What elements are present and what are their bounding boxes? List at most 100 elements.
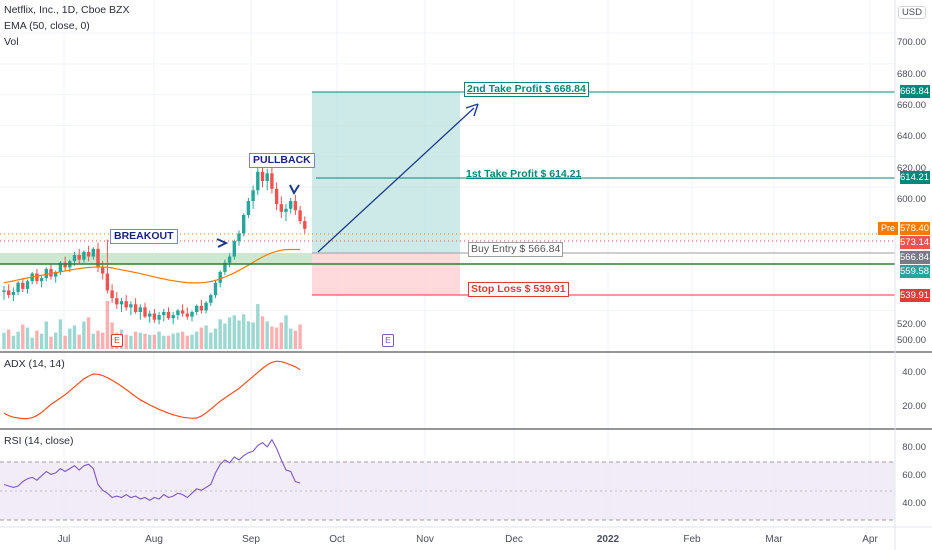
candle[interactable]: [209, 293, 213, 306]
candle[interactable]: [293, 194, 298, 215]
candle[interactable]: [58, 261, 63, 276]
candle[interactable]: [152, 308, 157, 323]
time-label: Dec: [505, 534, 523, 545]
adx-legend[interactable]: ADX (14, 14): [4, 358, 65, 370]
candle[interactable]: [176, 308, 180, 320]
candle[interactable]: [185, 307, 189, 320]
candle[interactable]: [2, 285, 6, 300]
candle[interactable]: [303, 216, 307, 234]
stop-price-tag[interactable]: 539.91: [900, 289, 930, 302]
vol-legend[interactable]: Vol: [4, 36, 19, 48]
candle[interactable]: [148, 310, 152, 323]
ema-legend[interactable]: EMA (50, close, 0): [4, 20, 90, 32]
candle[interactable]: [138, 304, 142, 320]
time-label: Aug: [145, 534, 163, 545]
candle[interactable]: [232, 239, 236, 260]
candle[interactable]: [298, 205, 302, 225]
candle-body: [293, 201, 298, 211]
tp1-price-tag[interactable]: 614.21: [900, 171, 930, 184]
candle[interactable]: [284, 204, 288, 222]
candle[interactable]: [204, 301, 208, 314]
pre-market-label[interactable]: Pre: [877, 222, 898, 235]
entry-price-tag[interactable]: 566.84: [900, 251, 930, 264]
loss-zone[interactable]: [312, 253, 460, 295]
stop-label[interactable]: Stop Loss $ 539.91: [468, 282, 569, 297]
candle[interactable]: [289, 197, 293, 214]
candle-body: [86, 251, 91, 257]
pre-market-price-tag[interactable]: 578.40: [900, 222, 930, 235]
candle[interactable]: [180, 304, 185, 317]
candle[interactable]: [30, 271, 34, 285]
candle[interactable]: [49, 264, 53, 280]
last-price-tag[interactable]: 573.14: [900, 236, 930, 249]
candle[interactable]: [256, 165, 260, 195]
candle[interactable]: [171, 312, 175, 325]
candle[interactable]: [279, 196, 283, 219]
candle[interactable]: [265, 168, 269, 191]
candle[interactable]: [213, 279, 218, 299]
currency-label[interactable]: USD: [897, 6, 926, 19]
candle[interactable]: [119, 298, 124, 313]
candle[interactable]: [77, 248, 81, 265]
candle[interactable]: [129, 301, 133, 316]
candle-body: [204, 302, 208, 311]
candle[interactable]: [25, 279, 30, 294]
candle[interactable]: [190, 310, 194, 322]
rsi-line[interactable]: [3, 438, 301, 502]
candle[interactable]: [246, 197, 251, 219]
candle[interactable]: [274, 182, 279, 211]
ema-price-tag[interactable]: 559.58: [900, 265, 930, 278]
symbol-legend[interactable]: Netflix, Inc., 1D, Cboe BZX: [4, 4, 130, 16]
candle[interactable]: [251, 185, 255, 209]
candle-body: [7, 290, 11, 296]
trend-arrow[interactable]: [317, 107, 475, 253]
candle-body: [303, 221, 307, 229]
candle[interactable]: [124, 295, 128, 311]
earnings-badge-upcoming[interactable]: E: [382, 334, 394, 347]
candle[interactable]: [227, 253, 232, 268]
candle[interactable]: [91, 247, 95, 260]
adx-line[interactable]: [3, 360, 301, 420]
volume-bar: [30, 337, 34, 349]
candle[interactable]: [82, 250, 86, 263]
candle[interactable]: [242, 213, 246, 237]
candle[interactable]: [143, 302, 147, 319]
candle-body: [289, 201, 293, 209]
volume-bar: [289, 328, 293, 349]
candle[interactable]: [21, 278, 25, 292]
candle[interactable]: [157, 312, 161, 325]
tp2-label[interactable]: 2nd Take Profit $ 668.84: [464, 82, 589, 97]
tp1-label[interactable]: 1st Take Profit $ 614.21: [466, 168, 582, 180]
candle[interactable]: [133, 298, 138, 314]
rsi-legend[interactable]: RSI (14, close): [4, 435, 74, 447]
candle[interactable]: [162, 308, 166, 322]
profit-zone[interactable]: [312, 92, 460, 253]
tp2-price-tag[interactable]: 668.84: [900, 85, 930, 98]
adx-tick: 20.00: [902, 401, 926, 412]
candle[interactable]: [11, 287, 16, 302]
candle[interactable]: [195, 304, 199, 316]
candle[interactable]: [115, 291, 119, 309]
candle[interactable]: [16, 281, 20, 296]
candle[interactable]: [7, 284, 11, 299]
candle[interactable]: [110, 284, 114, 303]
breakout-label[interactable]: BREAKOUT: [110, 229, 178, 244]
candle[interactable]: [86, 245, 91, 262]
candle[interactable]: [237, 230, 241, 246]
earnings-badge-past[interactable]: E: [111, 334, 123, 347]
candle[interactable]: [105, 239, 110, 294]
candle[interactable]: [199, 299, 204, 314]
volume-bar: [227, 317, 232, 349]
volume-bar: [246, 321, 251, 349]
pullback-label[interactable]: PULLBACK: [249, 153, 315, 168]
candle[interactable]: [270, 167, 274, 194]
candle[interactable]: [39, 275, 44, 288]
volume-bar: [185, 335, 189, 349]
candle[interactable]: [166, 307, 171, 320]
candlesticks[interactable]: [2, 162, 307, 325]
entry-label[interactable]: Buy Entry $ 566.84: [468, 242, 564, 257]
candle-body: [260, 171, 265, 182]
candle[interactable]: [223, 259, 227, 276]
